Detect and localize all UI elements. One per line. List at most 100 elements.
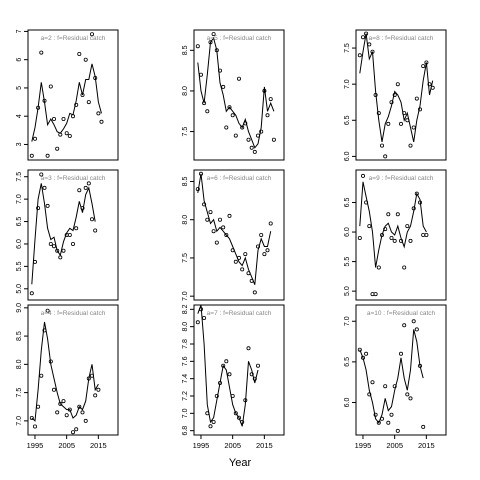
data-point	[36, 206, 41, 211]
data-point	[195, 320, 200, 325]
data-point	[230, 248, 235, 253]
data-point	[399, 351, 404, 356]
data-point	[427, 82, 432, 87]
x-tick-label: 2005	[224, 441, 241, 450]
data-point	[240, 420, 245, 425]
data-point	[42, 185, 47, 190]
panel-label: a=4 : f=Residual catch	[41, 310, 106, 317]
data-point	[256, 133, 261, 138]
data-point	[386, 212, 391, 217]
panel-a6: 7.0 7.5 8.0 8.5 a=6 : f=Residual catch	[182, 169, 285, 301]
data-point	[392, 93, 397, 98]
data-point	[265, 113, 270, 118]
y-tick-label: 6.8	[182, 426, 189, 436]
y-tick-label: 6	[16, 58, 23, 62]
x-tick-label: 1995	[193, 441, 210, 450]
panel-a5: 7.5 8.0 8.5 a=5 : f=Residual catch	[182, 29, 285, 161]
data-point	[208, 40, 213, 45]
data-point	[386, 121, 391, 126]
data-point	[361, 35, 366, 40]
series-line	[197, 36, 275, 149]
panel-label: a=3 : f=Residual catch	[41, 175, 106, 182]
y-tick-label: 5	[16, 86, 23, 90]
y-tick-label: 7.0	[344, 316, 351, 326]
data-point	[224, 125, 229, 130]
y-tick-label: 8.0	[182, 322, 189, 332]
data-point	[364, 31, 369, 36]
data-point	[256, 363, 261, 368]
data-point	[83, 418, 88, 423]
y-tick-label: 5.0	[344, 286, 351, 296]
data-point	[52, 387, 57, 392]
data-point	[36, 105, 41, 110]
data-point	[93, 228, 98, 233]
plot-frame	[355, 29, 447, 161]
plot-frame	[27, 29, 119, 161]
y-tick-label: 7.0	[344, 79, 351, 89]
plot-frame	[193, 169, 285, 301]
series-line	[359, 329, 424, 424]
data-point	[211, 229, 216, 234]
data-point	[202, 202, 207, 207]
y-tick-label: 6.5	[344, 357, 351, 367]
data-point	[405, 118, 410, 123]
x-tick-label: 1995	[355, 441, 372, 450]
y-tick-label: 7.2	[182, 391, 189, 401]
data-point	[77, 404, 82, 409]
data-point	[214, 394, 219, 399]
y-tick-label: 6.5	[16, 217, 23, 227]
data-point	[214, 48, 219, 53]
data-point	[45, 203, 50, 208]
data-point	[389, 412, 394, 417]
data-point	[202, 315, 207, 320]
data-point	[29, 291, 34, 296]
data-point	[424, 233, 429, 238]
data-point	[402, 323, 407, 328]
data-point	[58, 132, 63, 137]
data-point	[218, 68, 223, 73]
data-point	[418, 107, 423, 112]
data-point	[237, 415, 242, 420]
data-point	[418, 363, 423, 368]
data-point	[211, 32, 216, 37]
data-point	[370, 380, 375, 385]
panel-a3: 5.0 5.5 6.0 6.5 7.0 7.5 a=3 : f=Residual catch	[16, 169, 119, 301]
data-point	[383, 154, 388, 159]
data-point	[233, 133, 238, 138]
data-point	[29, 153, 34, 158]
data-point	[380, 233, 385, 238]
data-point	[74, 427, 79, 432]
y-tick-label: 6.0	[344, 227, 351, 237]
panel-label: a=5 : f=Residual catch	[207, 35, 272, 42]
data-point	[399, 121, 404, 126]
data-point	[421, 233, 426, 238]
data-point	[90, 373, 95, 378]
y-tick-label: 7.0	[16, 416, 23, 426]
data-point	[395, 428, 400, 433]
data-point	[421, 424, 426, 429]
data-point	[218, 381, 223, 386]
data-point	[71, 430, 76, 435]
data-point	[64, 413, 69, 418]
data-point	[389, 100, 394, 105]
data-point	[202, 101, 207, 106]
data-point	[33, 136, 38, 141]
data-point	[55, 248, 60, 253]
data-point	[399, 238, 404, 243]
panel-label: a=7 : f=Residual catch	[207, 310, 272, 317]
data-point	[380, 143, 385, 148]
data-point	[55, 146, 60, 151]
data-point	[45, 308, 50, 313]
data-point	[48, 359, 53, 364]
series-line	[197, 304, 259, 427]
data-point	[36, 404, 41, 409]
data-point	[74, 226, 79, 231]
y-tick-label: 7.0	[182, 291, 189, 301]
data-point	[418, 200, 423, 205]
data-point	[86, 100, 91, 105]
data-point	[77, 188, 82, 193]
data-point	[48, 84, 53, 89]
data-point	[61, 117, 66, 122]
data-point	[205, 217, 210, 222]
y-tick-label: 9.0	[16, 303, 23, 313]
